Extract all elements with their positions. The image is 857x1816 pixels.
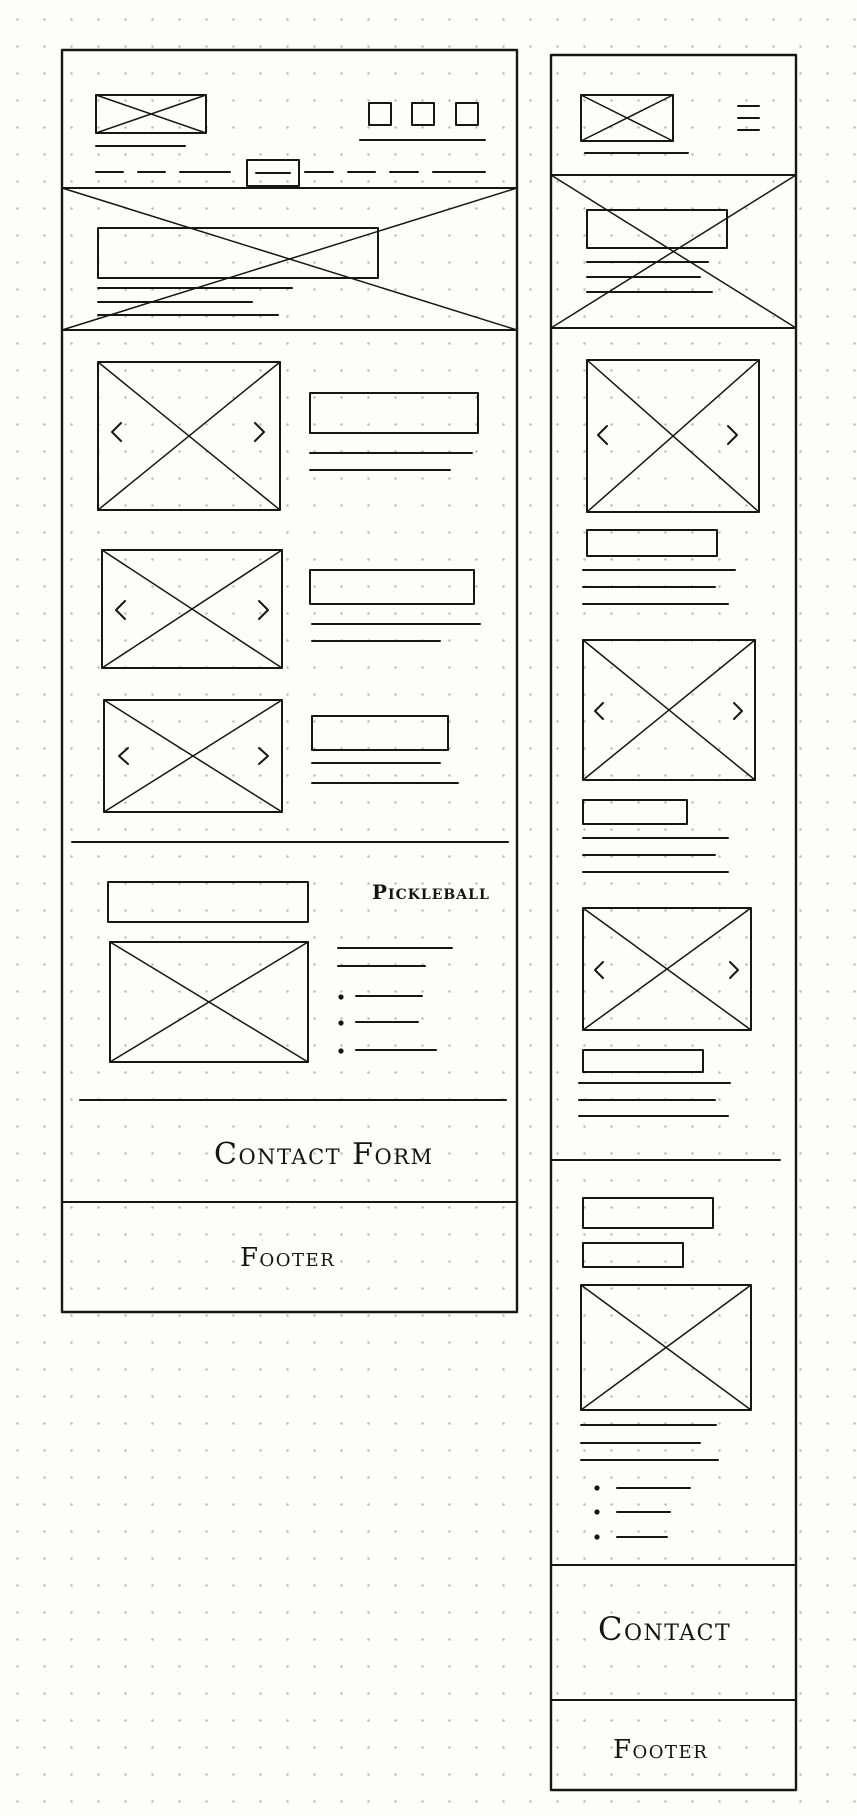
carousel-title-box: [586, 529, 718, 557]
carousel-image-placeholder: [582, 639, 756, 781]
carousel-image-placeholder: [97, 361, 281, 511]
bullet-dot: [338, 1020, 344, 1026]
chevron-right-icon[interactable]: [733, 702, 743, 720]
hamburger-menu-icon[interactable]: [737, 105, 760, 131]
mobile-hero: [550, 174, 797, 329]
desktop-carousel-row: [97, 361, 479, 511]
carousel-image-placeholder: [101, 549, 283, 669]
carousel-title-box: [309, 392, 479, 434]
mobile-header: [580, 94, 760, 154]
carousel-title-box: [309, 569, 475, 605]
mobile-carousel-item: [582, 639, 756, 873]
chevron-left-icon[interactable]: [594, 702, 604, 720]
desktop-contact-form-label: Contact Form: [214, 1137, 434, 1172]
pickleball-image-placeholder: [580, 1284, 752, 1411]
mobile-frame: [549, 53, 798, 1792]
chevron-left-icon[interactable]: [115, 600, 126, 620]
mobile-footer-label: Footer: [613, 1735, 709, 1765]
desktop-carousel-row: [101, 549, 481, 669]
carousel-image-placeholder: [582, 907, 752, 1031]
desktop-pickleball-section: [107, 881, 453, 1063]
bullet-dot: [338, 1048, 344, 1054]
chevron-right-icon[interactable]: [254, 422, 265, 442]
desktop-dashed-nav: [95, 159, 486, 187]
desktop-frame: [60, 48, 519, 1314]
chevron-right-icon[interactable]: [727, 425, 738, 445]
bullet-dot: [594, 1509, 600, 1515]
chevron-right-icon[interactable]: [258, 600, 269, 620]
chevron-right-icon[interactable]: [258, 747, 269, 765]
pickleball-title-box: [107, 881, 309, 923]
desktop-nav-box-2: [411, 102, 435, 126]
chevron-right-icon[interactable]: [729, 961, 739, 979]
desktop-nav-box-3: [455, 102, 479, 126]
desktop-nav-icons: [359, 102, 486, 141]
pickleball-subtitle-box: [582, 1242, 684, 1268]
pickleball-image-placeholder: [109, 941, 309, 1063]
desktop-nav-box-1: [368, 102, 392, 126]
mobile-pickleball-section: [580, 1197, 752, 1540]
pickleball-label: Pickleball: [372, 880, 490, 904]
carousel-title-box: [311, 715, 449, 751]
mobile-carousel-item: [582, 359, 760, 605]
carousel-image-placeholder: [103, 699, 283, 813]
bullet-dot: [594, 1534, 600, 1540]
carousel-image-placeholder: [586, 359, 760, 513]
bullet-dot: [338, 994, 344, 1000]
desktop-header: [95, 94, 486, 187]
desktop-hero: [61, 187, 518, 331]
mobile-hero-title-box: [586, 209, 728, 249]
mobile-wireframe: [549, 53, 798, 1792]
chevron-left-icon[interactable]: [111, 422, 122, 442]
pickleball-title-box: [582, 1197, 714, 1229]
desktop-carousel-row: [103, 699, 459, 813]
desktop-wireframe: [60, 48, 519, 1314]
desktop-logo-placeholder: [95, 94, 207, 134]
desktop-hero-title-box: [97, 227, 379, 279]
mobile-contact-label: Contact: [598, 1610, 732, 1648]
desktop-footer-label: Footer: [240, 1243, 336, 1273]
carousel-title-box: [582, 799, 688, 825]
chevron-left-icon[interactable]: [594, 961, 604, 979]
bullet-dot: [594, 1485, 600, 1491]
mobile-logo-placeholder: [580, 94, 674, 142]
mobile-carousel-item: [578, 907, 752, 1117]
chevron-left-icon[interactable]: [118, 747, 129, 765]
carousel-title-box: [582, 1049, 704, 1073]
chevron-left-icon[interactable]: [597, 425, 608, 445]
